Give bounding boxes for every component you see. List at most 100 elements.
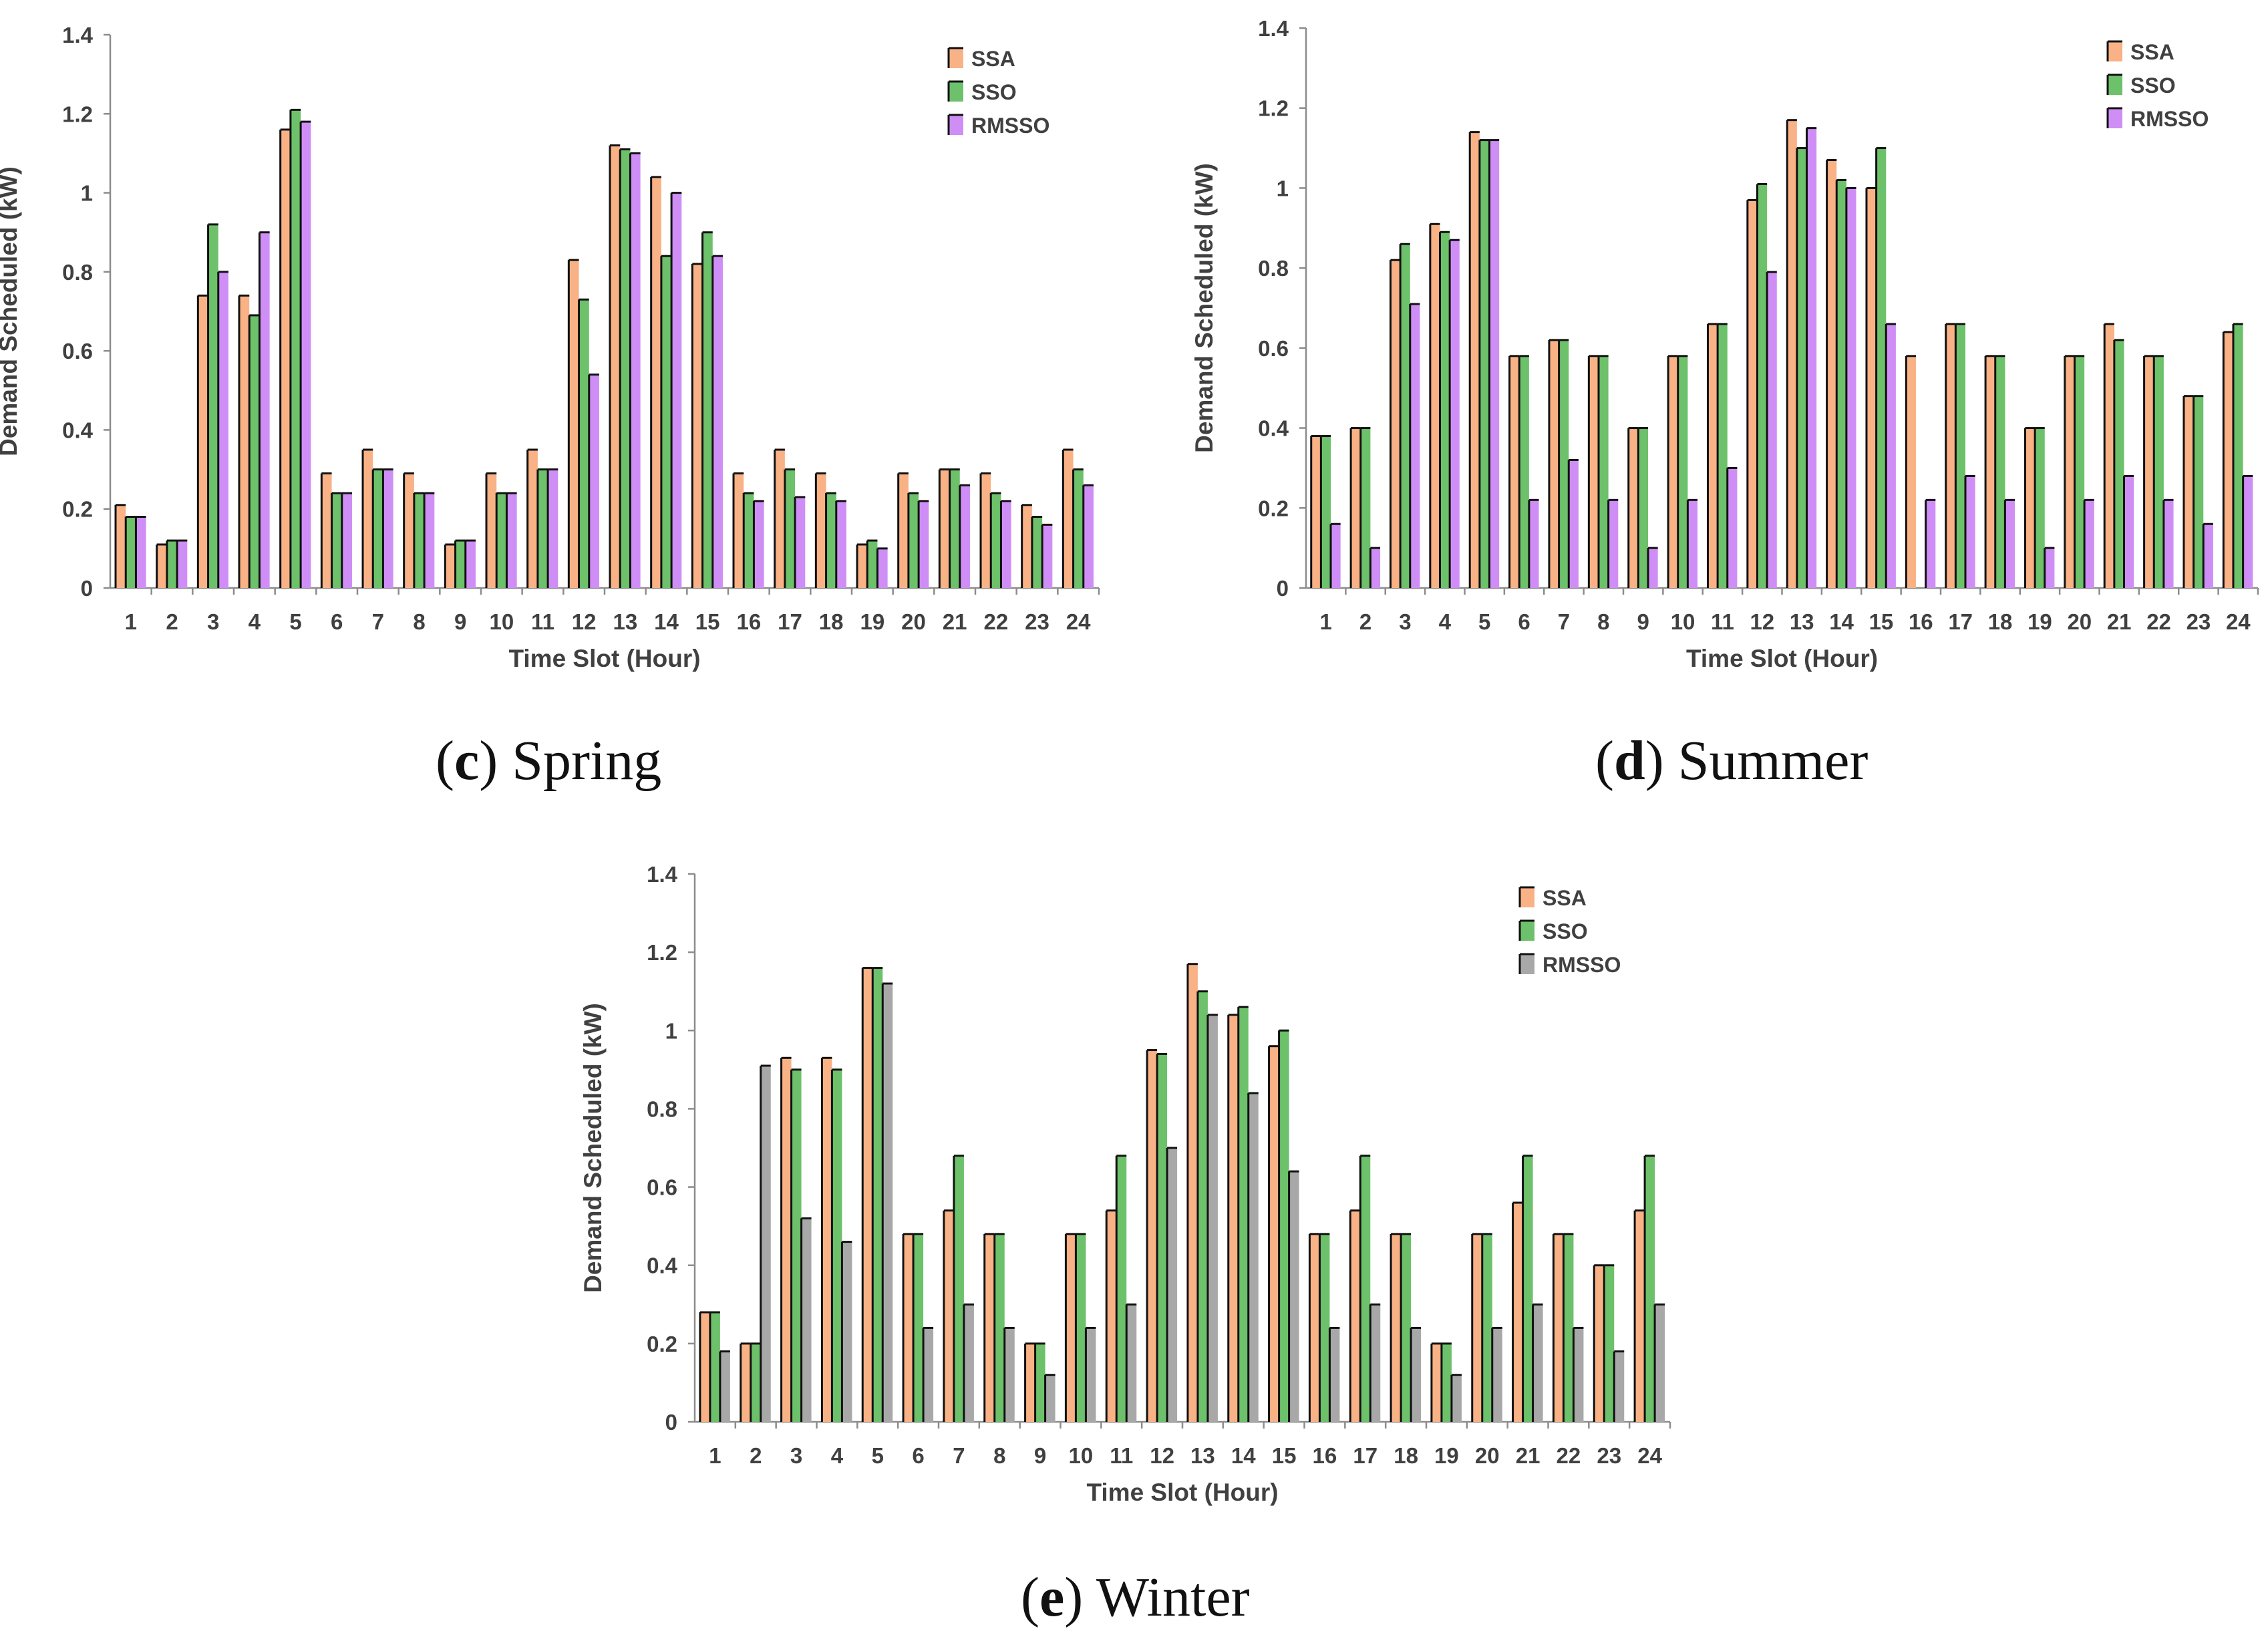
caption-summer: (d) Summer	[1595, 730, 1869, 792]
bar-ssa-1	[699, 1312, 710, 1422]
bar-rmsso-3	[801, 1218, 812, 1422]
bar-sso-20	[2074, 355, 2085, 588]
bar-rmsso-1	[719, 1351, 730, 1422]
bar-sso-1	[709, 1312, 720, 1422]
bar-rmsso-24	[1083, 485, 1094, 588]
bar-ssa-14	[1228, 1014, 1239, 1422]
x-tick-label: 10	[1671, 609, 1695, 634]
caption-text: Winter	[1096, 1566, 1250, 1628]
bar-rmsso-19	[1451, 1374, 1462, 1422]
y-tick-label: 0.2	[62, 497, 93, 522]
bar-rmsso-2	[1370, 548, 1381, 588]
bar-ssa-24	[1063, 450, 1074, 588]
bar-ssa-18	[816, 473, 826, 588]
x-tick-label: 1	[125, 609, 137, 634]
bar-sso-4	[1440, 232, 1450, 588]
x-tick-label: 8	[1597, 609, 1609, 634]
x-tick-label: 5	[289, 609, 301, 634]
x-tick-label: 8	[993, 1443, 1005, 1468]
y-tick-label: 0.6	[647, 1175, 677, 1200]
legend-swatch-ssa	[1520, 887, 1534, 907]
x-tick-label: 13	[613, 609, 637, 634]
bar-ssa-12	[1147, 1050, 1158, 1422]
bar-sso-8	[994, 1233, 1005, 1422]
bar-rmsso-18	[1411, 1328, 1422, 1422]
caption-winter: (e) Winter	[1021, 1566, 1250, 1628]
legend-label-ssa: SSA	[2130, 40, 2174, 64]
caption-letter: c	[454, 730, 480, 792]
bar-rmsso-8	[1004, 1328, 1015, 1422]
bar-rmsso-17	[1370, 1304, 1381, 1422]
bar-rmsso-22	[2163, 500, 2174, 588]
bar-sso-22	[2154, 355, 2164, 588]
bar-rmsso-2	[760, 1066, 771, 1422]
bar-sso-2	[166, 541, 178, 588]
bar-sso-19	[2035, 428, 2045, 588]
x-tick-label: 11	[1711, 609, 1734, 634]
bar-rmsso-9	[1045, 1374, 1056, 1422]
bar-rmsso-15	[1886, 323, 1896, 588]
y-tick-label: 1	[81, 181, 93, 206]
y-tick-label: 0.8	[1258, 256, 1289, 281]
bar-rmsso-14	[1846, 188, 1856, 588]
bar-ssa-7	[363, 450, 373, 588]
bar-ssa-6	[1509, 355, 1520, 588]
x-tick-label: 22	[983, 609, 1008, 634]
bar-ssa-3	[781, 1058, 792, 1422]
bar-ssa-6	[321, 473, 332, 588]
bar-ssa-17	[1945, 323, 1956, 588]
bar-ssa-24	[1635, 1210, 1645, 1422]
x-tick-label: 12	[572, 609, 597, 634]
bar-sso-23	[2193, 396, 2204, 588]
bar-sso-1	[126, 516, 136, 588]
bar-ssa-10	[1668, 355, 1678, 588]
bar-rmsso-20	[919, 500, 929, 588]
bar-rmsso-15	[712, 256, 723, 588]
bar-ssa-16	[1309, 1233, 1320, 1422]
bar-ssa-20	[898, 473, 909, 588]
caption-spring: (c) Spring	[436, 730, 662, 792]
bar-ssa-23	[2183, 396, 2194, 588]
bar-sso-3	[1400, 244, 1410, 588]
x-tick-label: 21	[2107, 609, 2132, 634]
x-tick-label: 16	[1909, 609, 1933, 634]
bar-ssa-5	[280, 129, 291, 588]
x-tick-label: 10	[489, 609, 514, 634]
x-tick-label: 19	[1434, 1443, 1459, 1468]
legend-label-rmsso: RMSSO	[2130, 107, 2209, 131]
bar-ssa-17	[1350, 1210, 1361, 1422]
bar-sso-3	[208, 224, 218, 588]
bar-sso-17	[784, 469, 796, 588]
bar-sso-5	[290, 110, 301, 588]
y-axis-title: Demand Scheduled (kW)	[579, 1003, 607, 1293]
y-tick-label: 0.2	[1258, 496, 1289, 520]
x-tick-label: 14	[1829, 609, 1854, 634]
legend-label-sso: SSO	[971, 80, 1017, 104]
bar-rmsso-14	[1248, 1093, 1259, 1422]
legend-label-rmsso: RMSSO	[971, 114, 1049, 138]
bar-ssa-4	[1430, 224, 1440, 588]
x-tick-label: 14	[1231, 1443, 1256, 1468]
bar-ssa-1	[116, 504, 126, 588]
bar-sso-15	[1279, 1030, 1289, 1422]
bar-rmsso-10	[1687, 500, 1698, 588]
bar-ssa-9	[445, 544, 456, 588]
bar-rmsso-12	[1167, 1148, 1178, 1422]
bar-rmsso-12	[1767, 272, 1777, 588]
bar-ssa-22	[2144, 355, 2154, 588]
bar-ssa-5	[862, 967, 873, 1422]
bar-sso-11	[537, 469, 548, 588]
x-tick-label: 3	[1399, 609, 1411, 634]
bar-rmsso-5	[882, 984, 893, 1422]
bar-rmsso-16	[1925, 500, 1936, 588]
bar-ssa-8	[1589, 355, 1599, 588]
bar-sso-3	[791, 1069, 802, 1422]
bar-ssa-13	[1187, 963, 1198, 1422]
y-tick-label: 1	[665, 1018, 677, 1043]
x-tick-label: 20	[2067, 609, 2092, 634]
bar-sso-1	[1321, 436, 1331, 588]
bar-ssa-7	[1549, 339, 1559, 588]
y-axis-title: Demand Scheduled (kW)	[0, 166, 22, 456]
y-tick-label: 1.2	[62, 102, 93, 126]
bar-ssa-4	[239, 295, 250, 588]
